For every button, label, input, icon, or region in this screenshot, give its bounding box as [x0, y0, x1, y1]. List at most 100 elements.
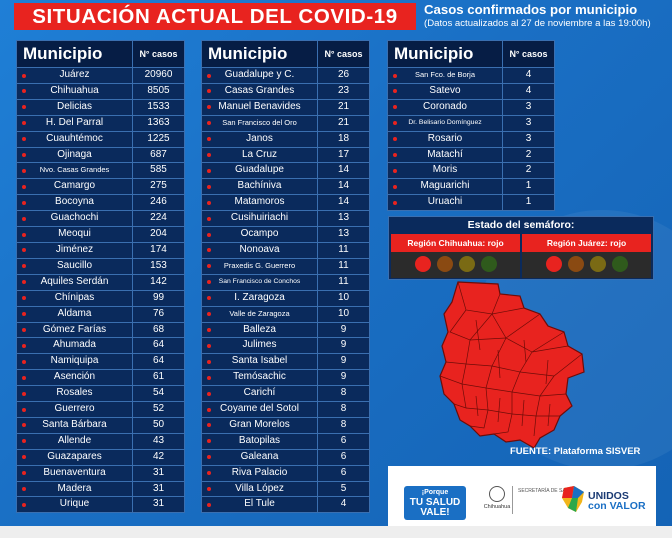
bullet-dot-icon [207, 89, 211, 94]
municipality-name: Guachochi [50, 212, 99, 224]
bullet-dot-icon [393, 137, 397, 142]
municipality-cell: Manuel Benavides [201, 98, 318, 116]
municipality-name: Matamoros [234, 196, 285, 208]
municipality-name: Juárez [59, 69, 90, 80]
table-row: Guerrero 52 [16, 401, 185, 418]
municipality-name: Galeana [240, 450, 279, 462]
case-count: 1225 [132, 130, 185, 148]
municipality-name: Janos [246, 132, 273, 144]
municipality-name: Batopilas [238, 434, 281, 446]
bullet-dot-icon [393, 184, 397, 189]
orange-light-icon [567, 256, 584, 272]
region-juarez-status: Región Juárez: rojo [522, 234, 651, 278]
bullet-dot-icon [207, 455, 211, 460]
municipality-cell: Urique [16, 496, 133, 514]
municipality-cell: Janos [201, 130, 318, 148]
municipality-name: Namiquipa [50, 355, 99, 367]
bullet-dot-icon [22, 391, 26, 396]
municipality-name: San Francisco de Conchos [218, 277, 301, 285]
region-chihuahua-status: Región Chihuahua: rojo [391, 234, 520, 278]
column-header-municipio: Municipio [201, 40, 318, 68]
bullet-dot-icon [22, 296, 26, 301]
municipality-cell: Ocampo [201, 226, 318, 243]
municipality-name: Dr. Belisario Domínguez [408, 118, 482, 126]
table-row: Satevo 4 [387, 82, 555, 100]
table-row: Cusihuiriachi 13 [201, 210, 370, 228]
table-row: Uruachi 1 [387, 194, 555, 212]
table-row: Guazapares 42 [16, 448, 185, 466]
bullet-dot-icon [207, 471, 211, 476]
municipality-name: Uruachi [427, 196, 463, 208]
case-count: 10 [317, 289, 370, 307]
municipality-name: Aldama [57, 307, 92, 319]
table-row: Chihuahua 8505 [16, 82, 185, 100]
table-row: Maguarichi 1 [387, 178, 555, 196]
bullet-dot-icon [22, 343, 26, 348]
orange-light-icon [436, 256, 453, 272]
case-count: 13 [317, 210, 370, 228]
case-count: 1 [502, 178, 555, 196]
case-count: 50 [132, 416, 185, 434]
case-count: 14 [317, 178, 370, 196]
case-count: 275 [132, 178, 185, 196]
case-count: 8 [317, 401, 370, 418]
table-row: I. Zaragoza 10 [201, 289, 370, 307]
bullet-dot-icon [22, 184, 26, 189]
bullet-dot-icon [207, 359, 211, 364]
case-count: 52 [132, 401, 185, 418]
municipality-name: San Francisco del Oro [222, 117, 297, 127]
table-row: Meoqui 204 [16, 226, 185, 243]
case-count: 8 [317, 416, 370, 434]
municipality-cell: Chínipas [16, 289, 133, 307]
table-row: Coronado 3 [387, 98, 555, 116]
municipality-name: Santa Bárbara [42, 418, 107, 430]
municipality-name: Meoqui [58, 228, 91, 240]
case-count: 64 [132, 353, 185, 371]
municipality-name: Guerrero [54, 403, 95, 415]
bullet-dot-icon [22, 168, 26, 173]
municipality-cell: Casas Grandes [201, 82, 318, 100]
table-row: Guadalupe y C. 26 [201, 67, 370, 84]
municipality-cell: Jiménez [16, 241, 133, 259]
bullet-dot-icon [207, 296, 211, 301]
bullet-dot-icon [22, 328, 26, 332]
municipality-name: Rosario [427, 132, 463, 144]
bullet-dot-icon [22, 105, 26, 110]
table-row: Asención 61 [16, 369, 185, 387]
table-row: Ahumada 64 [16, 337, 185, 355]
bullet-dot-icon [393, 121, 397, 126]
municipality-name: H. Del Parral [45, 116, 104, 128]
municipality-cell: Carichí [201, 385, 318, 403]
case-count: 20960 [132, 67, 185, 84]
government-logo: Chihuahua [482, 486, 512, 510]
table-row: Carichí 8 [201, 385, 370, 403]
municipality-cell: Asención [16, 369, 133, 387]
table-row: San Francisco de Conchos 11 [201, 273, 370, 291]
footer-logos: ¡Porque TU SALUD VALE! Chihuahua SECRETA… [388, 466, 656, 526]
bullet-dot-icon [22, 359, 26, 364]
municipality-cell: Delicias [16, 98, 133, 116]
case-count: 4 [317, 496, 370, 514]
bullet-dot-icon [207, 391, 211, 396]
case-count: 31 [132, 496, 185, 514]
bullet-dot-icon [207, 407, 211, 412]
slogan: UNIDOS con VALOR [588, 491, 646, 512]
bullet-dot-icon [207, 105, 211, 110]
table-row: Bocoyna 246 [16, 194, 185, 212]
municipality-name: Urique [59, 498, 90, 510]
case-count: 9 [317, 369, 370, 387]
case-count: 5 [317, 480, 370, 498]
traffic-light-title: Estado del semáforo: [467, 219, 575, 231]
case-count: 224 [132, 210, 185, 228]
municipality-name: Guadalupe y C. [224, 69, 295, 80]
case-count: 204 [132, 226, 185, 243]
source-note: FUENTE: Plataforma SISVER [510, 446, 641, 457]
case-count: 3 [502, 130, 555, 148]
table-row: Batopilas 6 [201, 432, 370, 450]
municipality-name: Bocoyna [55, 196, 94, 208]
municipality-cell: Julimes [201, 337, 318, 355]
table-row: Aquiles Serdán 142 [16, 273, 185, 291]
bullet-dot-icon [207, 200, 211, 205]
municipality-cell: Juárez [16, 67, 133, 84]
municipality-cell: Nvo. Casas Grandes [16, 162, 133, 180]
